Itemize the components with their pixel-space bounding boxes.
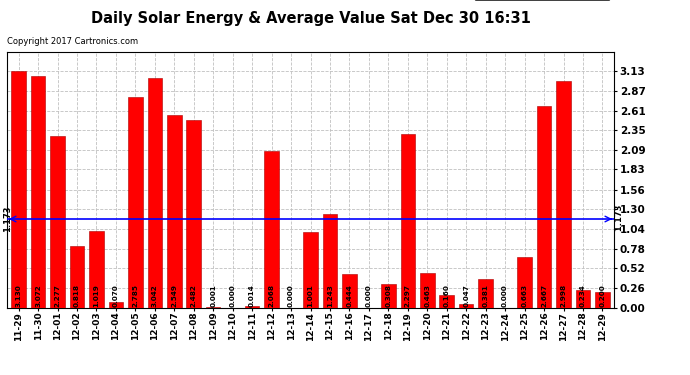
Bar <box>50 136 65 308</box>
Text: 2.998: 2.998 <box>560 284 566 307</box>
Bar <box>420 273 435 308</box>
Bar <box>518 258 532 307</box>
Text: 3.072: 3.072 <box>35 284 41 307</box>
Text: 0.663: 0.663 <box>522 284 528 307</box>
Text: 0.000: 0.000 <box>502 284 508 307</box>
Text: 1.019: 1.019 <box>93 284 99 307</box>
Bar <box>70 246 84 308</box>
Text: 1.243: 1.243 <box>327 284 333 307</box>
Text: 0.014: 0.014 <box>249 284 255 307</box>
Text: 2.785: 2.785 <box>132 284 139 307</box>
Bar <box>440 296 454 307</box>
Text: 0.000: 0.000 <box>288 284 294 307</box>
Bar <box>108 302 124 307</box>
Text: 0.160: 0.160 <box>444 284 450 307</box>
Text: 0.047: 0.047 <box>463 284 469 307</box>
Bar <box>459 304 473 307</box>
Bar <box>167 115 181 308</box>
Text: 0.000: 0.000 <box>230 284 236 307</box>
Text: 0.444: 0.444 <box>346 284 353 307</box>
Bar <box>245 306 259 308</box>
Bar <box>186 120 201 308</box>
Text: 0.818: 0.818 <box>74 284 80 307</box>
Bar <box>128 98 143 308</box>
Bar <box>478 279 493 308</box>
Text: 0.070: 0.070 <box>113 284 119 307</box>
Text: 2.277: 2.277 <box>55 284 61 307</box>
Text: 2.068: 2.068 <box>268 284 275 307</box>
Text: 0.381: 0.381 <box>482 284 489 307</box>
Text: 3.130: 3.130 <box>16 284 21 307</box>
Text: 2.549: 2.549 <box>171 284 177 307</box>
Text: 1.173: 1.173 <box>3 206 12 232</box>
Bar <box>400 134 415 308</box>
Bar <box>556 81 571 308</box>
Bar <box>595 292 610 308</box>
Text: Copyright 2017 Cartronics.com: Copyright 2017 Cartronics.com <box>7 38 138 46</box>
Text: 0.308: 0.308 <box>385 284 391 307</box>
Bar <box>264 152 279 308</box>
Bar <box>575 290 590 308</box>
Text: 1.001: 1.001 <box>308 284 313 307</box>
Bar <box>148 78 162 308</box>
Text: 0.200: 0.200 <box>600 284 605 307</box>
Bar <box>31 76 46 307</box>
Bar <box>381 284 395 308</box>
Bar <box>323 214 337 308</box>
Text: 0.000: 0.000 <box>366 284 372 307</box>
Bar <box>537 106 551 307</box>
Text: 0.234: 0.234 <box>580 284 586 307</box>
Text: 2.667: 2.667 <box>541 284 547 307</box>
Bar <box>342 274 357 308</box>
Text: 2.482: 2.482 <box>190 284 197 307</box>
Bar <box>89 231 104 308</box>
Text: Daily Solar Energy & Average Value Sat Dec 30 16:31: Daily Solar Energy & Average Value Sat D… <box>90 11 531 26</box>
Text: 3.042: 3.042 <box>152 284 158 307</box>
Bar <box>303 232 318 308</box>
Text: 0.001: 0.001 <box>210 284 216 307</box>
Text: 2.297: 2.297 <box>405 284 411 307</box>
Bar <box>11 71 26 308</box>
Text: 0.463: 0.463 <box>424 284 431 307</box>
Text: 1.173: 1.173 <box>615 204 624 234</box>
